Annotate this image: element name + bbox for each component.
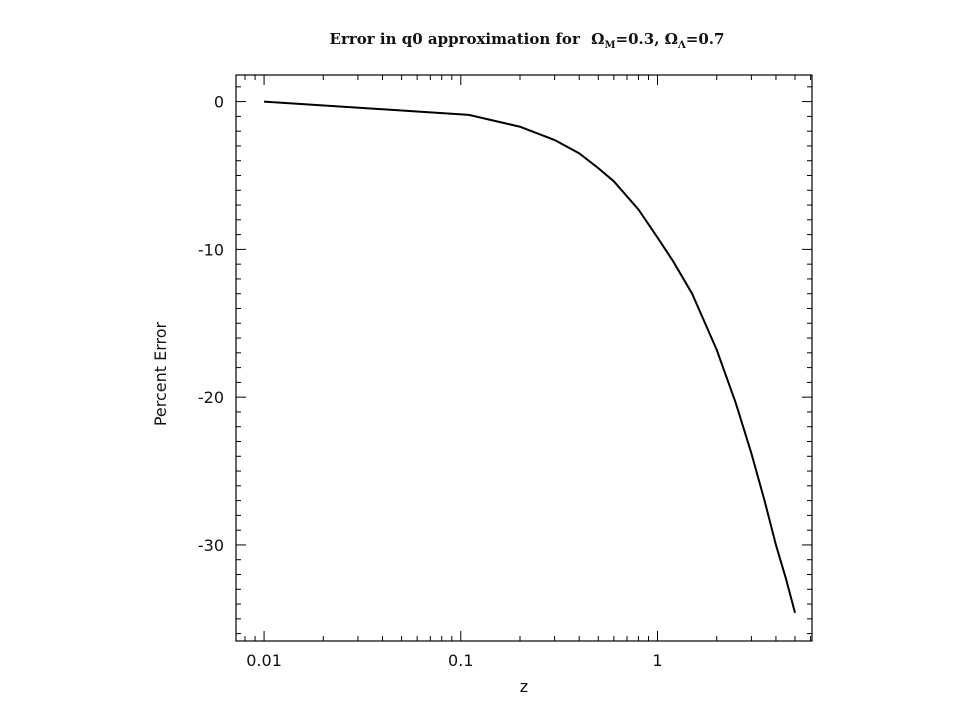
chart-title: Error in q0 approximation for ΩM=0.3, ΩΛ… bbox=[330, 30, 725, 51]
plot-frame bbox=[235, 74, 813, 642]
y-tick-label: -10 bbox=[198, 240, 224, 259]
x-tick-label: 0.1 bbox=[448, 651, 473, 670]
title-param-2-symbol: Ω bbox=[665, 30, 678, 48]
title-param-2-value: =0.7 bbox=[686, 30, 725, 48]
series-line bbox=[264, 100, 796, 614]
y-tick-label: -20 bbox=[198, 388, 224, 407]
ticks bbox=[236, 75, 812, 641]
title-separator: , bbox=[654, 30, 664, 48]
x-tick-label: 0.01 bbox=[246, 651, 282, 670]
y-tick-label: -30 bbox=[198, 536, 224, 555]
y-tick-label: 0 bbox=[214, 93, 224, 112]
x-axis-label: z bbox=[520, 677, 528, 696]
y-axis-label: Percent Error bbox=[151, 321, 170, 426]
tick-labels: 0.01 0.1 1 0 -10 -20 -30 bbox=[198, 93, 663, 670]
x-tick-label: 1 bbox=[652, 651, 662, 670]
title-param-2-sub: Λ bbox=[677, 40, 686, 51]
title-param-1-value: =0.3 bbox=[616, 30, 655, 48]
title-main: Error in q0 approximation for bbox=[330, 30, 581, 48]
title-param-1-sub: M bbox=[604, 40, 615, 51]
title-param-1-symbol: Ω bbox=[591, 30, 604, 48]
